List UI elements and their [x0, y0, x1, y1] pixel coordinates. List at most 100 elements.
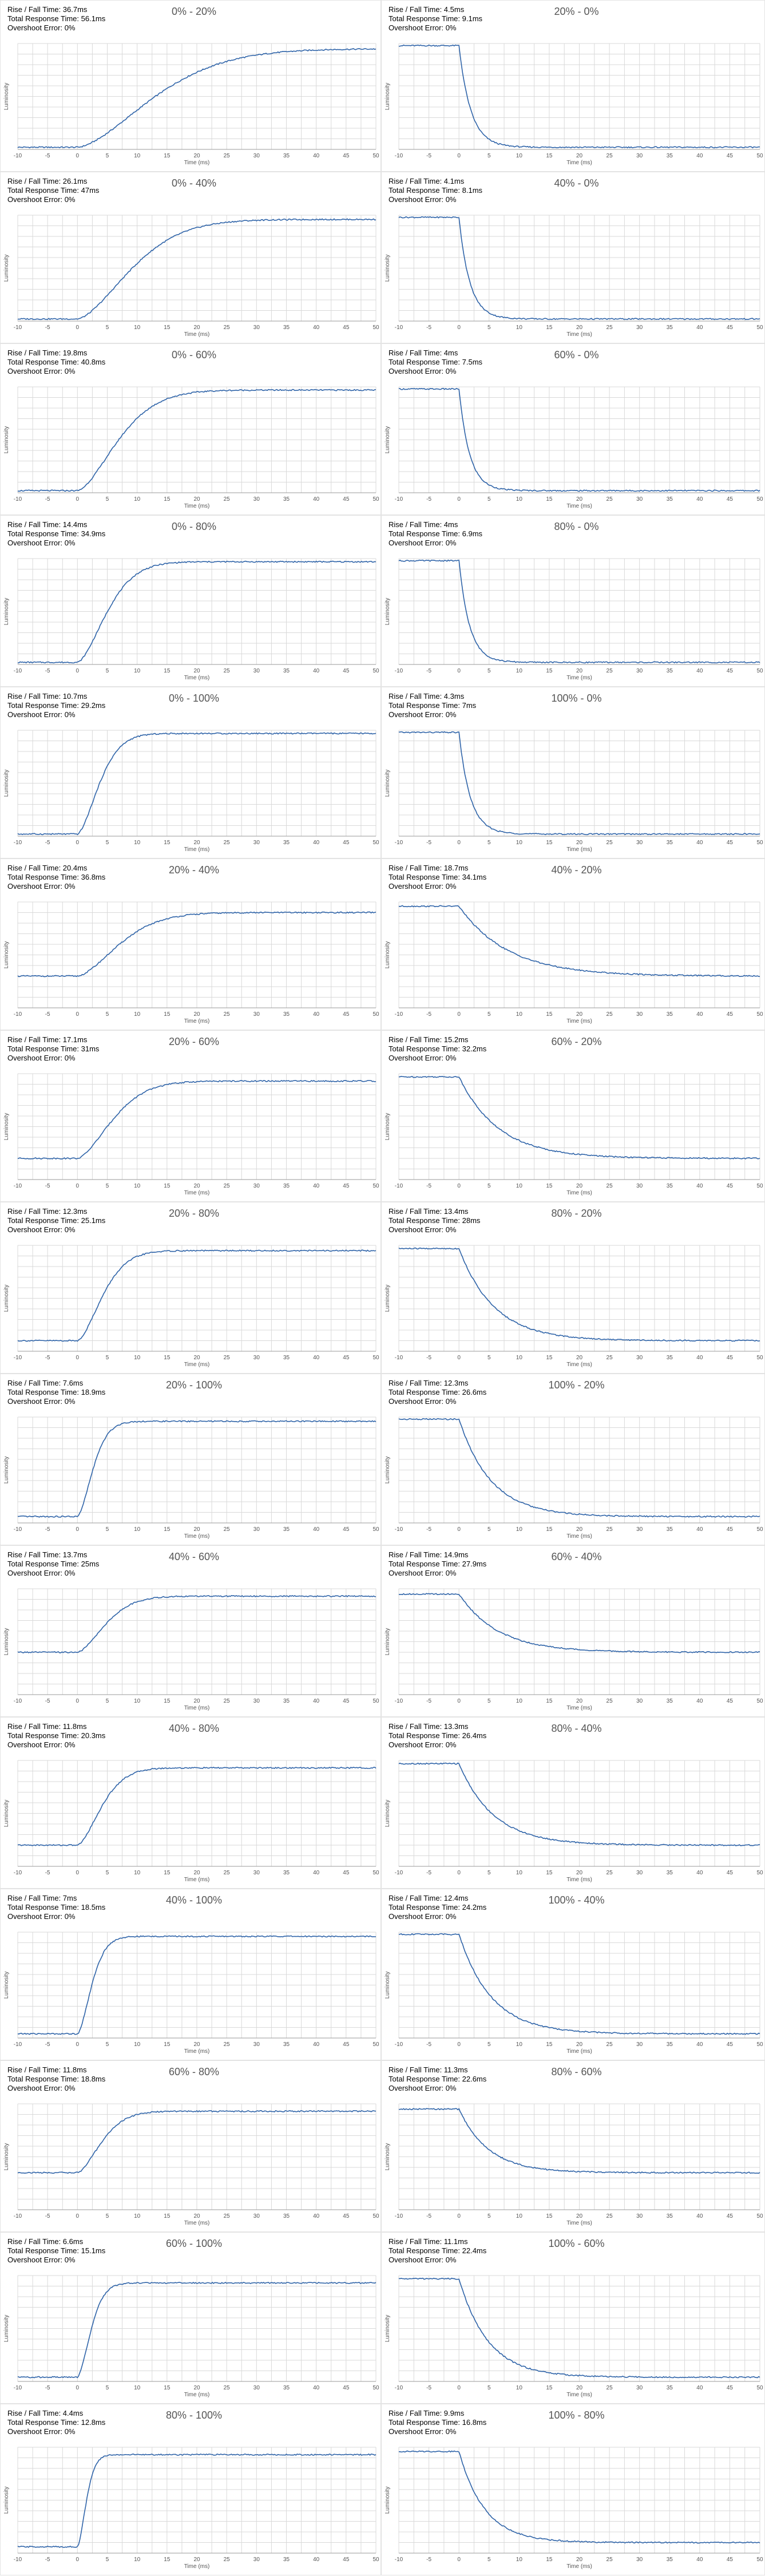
y-axis-label: Luminosity: [3, 2487, 10, 2514]
x-tick-label: -10: [395, 1698, 403, 1704]
x-tick-label: 40: [696, 496, 703, 502]
x-tick-label: 20: [193, 668, 200, 674]
rise-fall-time: Rise / Fall Time: 4.3ms: [389, 692, 465, 701]
response-stats: Rise / Fall Time: 9.9ms Total Response Ti…: [389, 2409, 486, 2436]
x-tick-label: 0: [457, 1870, 461, 1876]
x-axis-label: Time (ms): [566, 331, 592, 338]
x-tick-label: 35: [283, 325, 290, 331]
x-tick-label: 10: [134, 1183, 141, 1189]
x-tick-label: 35: [283, 2213, 290, 2219]
x-tick-label: -10: [14, 496, 22, 502]
x-tick-label: 40: [313, 2557, 320, 2563]
x-tick-label: -5: [45, 2213, 50, 2219]
luminosity-plot: -10 -5 0 5 10 15 20 25 30 35 40 45 50 Time (ms) Lumino…: [3, 1416, 379, 1540]
x-tick-label: 30: [253, 1526, 260, 1533]
x-tick-label: 35: [667, 153, 673, 159]
x-tick-label: 20: [193, 153, 200, 159]
luminosity-line: [17, 732, 376, 836]
response-stats: Rise / Fall Time: 4.3ms Total Response Ti…: [389, 692, 476, 719]
x-tick-label: -10: [395, 325, 403, 331]
chart-panel: Rise / Fall Time: 14.9ms Total Response T…: [381, 1545, 765, 1717]
x-tick-label: -5: [45, 2041, 50, 2048]
x-tick-label: 40: [313, 1526, 320, 1533]
x-tick-label: 0: [457, 2557, 461, 2563]
luminosity-line: [17, 911, 376, 978]
x-tick-label: 10: [516, 1526, 523, 1533]
chart-title: 0% - 80%: [171, 521, 217, 532]
x-axis-label: Time (ms): [184, 675, 210, 681]
luminosity-line: [17, 218, 376, 320]
luminosity-line: [398, 731, 760, 836]
chart-title: 20% - 80%: [168, 1208, 220, 1219]
total-response-time: Total Response Time: 56.1ms: [7, 14, 106, 23]
total-response-time: Total Response Time: 36.8ms: [7, 873, 106, 881]
x-tick-label: 20: [193, 2385, 200, 2391]
x-tick-label: 10: [516, 1011, 523, 1018]
luminosity-plot: -10 -5 0 5 10 15 20 25 30 35 40 45 50 Time (ms) Lumino…: [385, 1588, 763, 1711]
x-axis-label: Time (ms): [566, 1362, 592, 1368]
rise-fall-time: Rise / Fall Time: 18.7ms: [389, 864, 469, 872]
overshoot-error: Overshoot Error: 0%: [7, 2084, 76, 2092]
x-tick-label: -5: [45, 1526, 50, 1533]
x-axis-label: Time (ms): [184, 503, 210, 509]
x-tick-label: 10: [516, 2557, 523, 2563]
x-tick-label: -5: [45, 1698, 50, 1704]
x-tick-label: 0: [76, 2385, 80, 2391]
x-tick-label: 15: [164, 1183, 171, 1189]
x-tick-label: 40: [696, 1526, 703, 1533]
x-tick-label: 35: [283, 1526, 290, 1533]
x-tick-label: 5: [487, 1011, 491, 1018]
x-tick-label: 30: [636, 668, 643, 674]
chart-panel: Rise / Fall Time: 11.8ms Total Response T…: [0, 2060, 381, 2232]
x-tick-label: 30: [253, 2385, 260, 2391]
response-stats: Rise / Fall Time: 19.8ms Total Response T…: [7, 349, 105, 376]
x-tick-label: 40: [696, 2557, 703, 2563]
x-axis-label: Time (ms): [566, 2392, 592, 2398]
luminosity-plot: -10 -5 0 5 10 15 20 25 30 35 40 45 50 Time (ms) Lumino…: [3, 558, 379, 681]
luminosity-line: [398, 387, 760, 492]
x-tick-label: 15: [164, 153, 171, 159]
x-tick-label: 40: [313, 153, 320, 159]
rise-fall-time: Rise / Fall Time: 4ms: [389, 349, 458, 357]
luminosity-plot: -10 -5 0 5 10 15 20 25 30 35 40 45 50 Time (ms) Lumino…: [3, 1932, 379, 2055]
luminosity-plot: -10 -5 0 5 10 15 20 25 30 35 40 45 50 Time (ms) Lumino…: [3, 2103, 379, 2226]
luminosity-line: [398, 1933, 760, 2035]
total-response-time: Total Response Time: 26.6ms: [389, 1388, 487, 1396]
x-tick-label: 20: [576, 1183, 583, 1189]
y-axis-label: Luminosity: [385, 1800, 391, 1827]
chart-panel: Rise / Fall Time: 4ms Total Response Time…: [381, 343, 765, 515]
x-tick-label: 25: [607, 2041, 613, 2048]
x-tick-label: 45: [343, 2213, 350, 2219]
overshoot-error: Overshoot Error: 0%: [389, 1225, 457, 1234]
rise-fall-time: Rise / Fall Time: 11.1ms: [389, 2237, 468, 2246]
overshoot-error: Overshoot Error: 0%: [7, 2427, 76, 2436]
y-axis-label: Luminosity: [3, 1628, 10, 1656]
x-tick-label: 30: [253, 2557, 260, 2563]
y-axis-label: Luminosity: [385, 2143, 391, 2171]
response-stats: Rise / Fall Time: 20.4ms Total Response T…: [7, 864, 105, 891]
x-tick-label: 25: [607, 2385, 613, 2391]
response-stats: Rise / Fall Time: 13.7ms Total Response T…: [7, 1550, 99, 1578]
x-axis-label: Time (ms): [184, 2563, 210, 2570]
x-tick-label: -10: [395, 1183, 403, 1189]
x-tick-label: 50: [372, 840, 379, 846]
x-tick-label: 35: [667, 1011, 673, 1018]
luminosity-line: [398, 905, 760, 978]
x-tick-label: 15: [546, 1698, 553, 1704]
response-stats: Rise / Fall Time: 11.8ms Total Response T…: [7, 1722, 105, 1750]
x-tick-label: 0: [457, 325, 461, 331]
x-tick-label: 10: [516, 840, 523, 846]
response-stats: Rise / Fall Time: 4ms Total Response Time…: [389, 349, 482, 376]
x-tick-label: 5: [106, 2041, 109, 2048]
x-tick-label: 10: [516, 1183, 523, 1189]
luminosity-plot: -10 -5 0 5 10 15 20 25 30 35 40 45 50 Time (ms) Lumino…: [385, 1245, 763, 1368]
chart-title: 80% - 20%: [551, 1208, 602, 1219]
y-axis-label: Luminosity: [385, 941, 391, 969]
x-axis-label: Time (ms): [566, 1018, 592, 1024]
x-tick-label: 45: [343, 496, 350, 502]
x-tick-label: 5: [106, 2213, 109, 2219]
x-tick-label: 15: [164, 2041, 171, 2048]
luminosity-plot: -10 -5 0 5 10 15 20 25 30 35 40 45 50 Time (ms) Lumino…: [385, 2447, 763, 2570]
overshoot-error: Overshoot Error: 0%: [389, 2427, 457, 2436]
luminosity-line: [17, 48, 376, 149]
